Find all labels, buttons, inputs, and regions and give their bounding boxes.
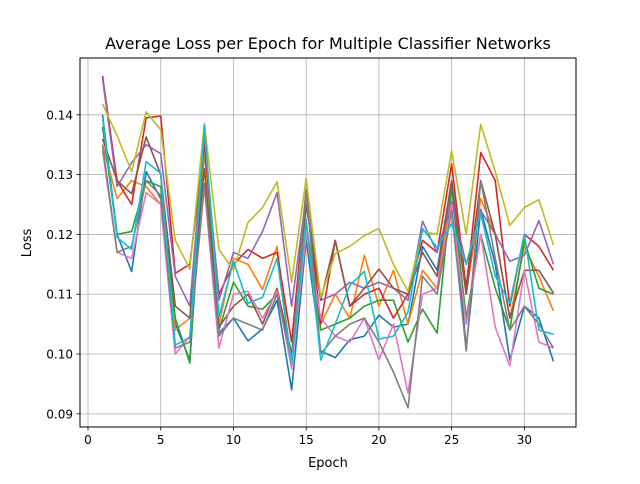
series-line-9 [101, 103, 555, 299]
series-line-4 [101, 75, 555, 343]
x-tick-label: 25 [444, 433, 459, 447]
y-tick-label: 0.09 [46, 407, 73, 421]
series-line-6 [101, 136, 555, 355]
series-line-8 [101, 144, 555, 409]
plot-frame [79, 57, 577, 428]
series-line-7 [101, 150, 554, 394]
chart-title: Average Loss per Epoch for Multiple Clas… [105, 34, 551, 53]
y-tick-label: 0.12 [46, 228, 73, 242]
y-tick-label: 0.11 [46, 288, 73, 302]
x-axis-label: Epoch [308, 456, 348, 471]
x-tick-label: 15 [299, 433, 314, 447]
x-tick-label: 10 [226, 433, 241, 447]
x-tick-label: 5 [157, 433, 165, 447]
y-tick-label: 0.10 [46, 348, 73, 362]
y-tick-label: 0.13 [46, 168, 73, 182]
x-tick-label: 30 [517, 433, 532, 447]
y-tick-label: 0.14 [46, 108, 73, 122]
axis-ticks: 0 5 10 15 20 25 30 0.09 0.10 0.11 0.12 0.13 0.14 [46, 108, 532, 447]
series-lines [101, 75, 555, 409]
x-tick-label: 20 [371, 433, 386, 447]
x-tick-label: 0 [84, 433, 92, 447]
y-axis-label: Loss [20, 229, 35, 258]
series-line-1 [101, 114, 555, 391]
series-line-10 [101, 117, 554, 364]
